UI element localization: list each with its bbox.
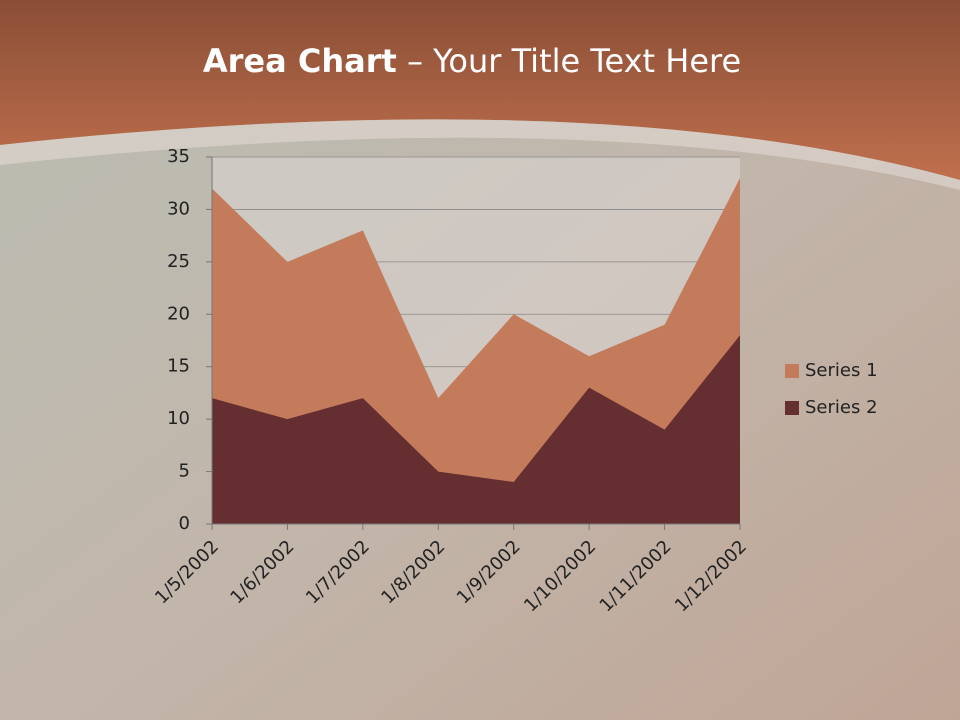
y-tick-label: 10	[167, 408, 190, 429]
slide-title: Area Chart – Your Title Text Here	[203, 42, 741, 80]
y-tick-label: 25	[167, 251, 190, 272]
y-tick-label: 5	[179, 461, 190, 482]
legend-swatch	[785, 364, 799, 378]
header-curve	[0, 119, 960, 190]
legend-swatch	[785, 401, 799, 415]
legend-label: Series 1	[805, 360, 878, 381]
y-tick-label: 20	[167, 303, 190, 324]
y-tick-label: 30	[167, 198, 190, 219]
area	[212, 335, 740, 524]
y-tick-label: 0	[179, 513, 190, 534]
header-band	[0, 0, 960, 180]
title-bold: Area Chart	[203, 42, 397, 80]
legend-label: Series 2	[805, 397, 878, 418]
y-tick-label: 35	[167, 146, 190, 167]
y-tick-label: 15	[167, 356, 190, 377]
title-rest: – Your Title Text Here	[397, 42, 741, 80]
